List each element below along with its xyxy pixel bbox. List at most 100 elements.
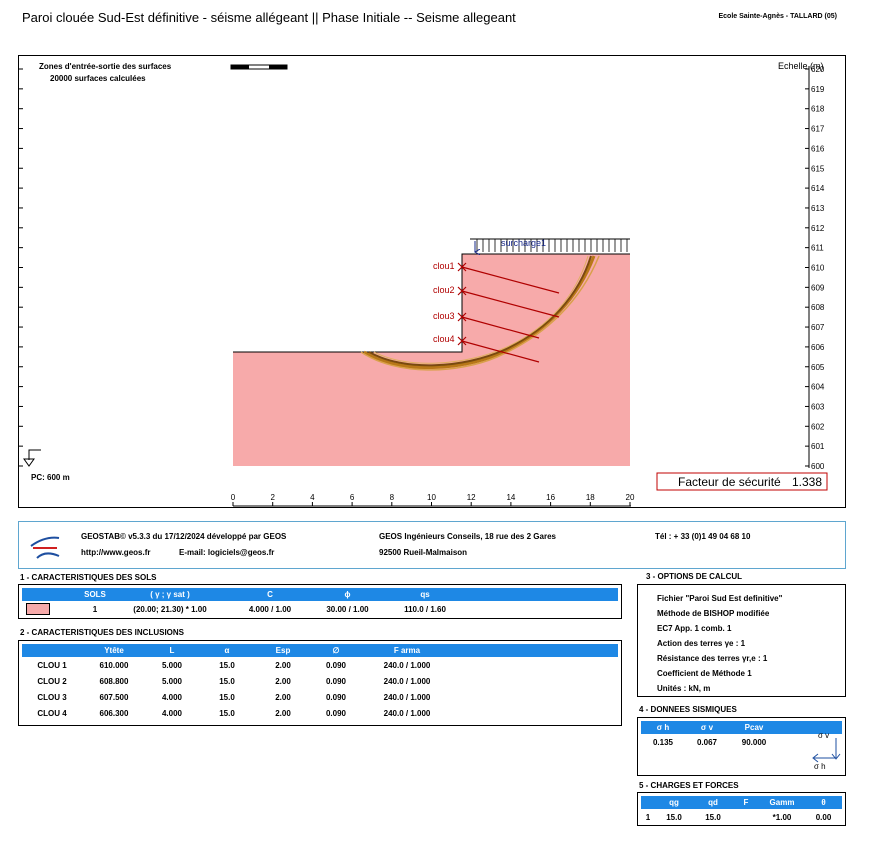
y-tick-label: 618 <box>811 105 825 114</box>
soils-section-title: 1 - CARACTERISTIQUES DES SOLS <box>20 573 157 582</box>
charges-cell: 15.0 <box>666 812 682 822</box>
soil-color-swatch <box>26 603 50 615</box>
charges-cell <box>733 809 759 825</box>
scale-label: Echelle (m) <box>778 61 824 71</box>
software-footer: GEOSTAB© v5.3.3 du 17/12/2024 développé … <box>18 521 846 569</box>
inclusion-cell: 5.000 <box>161 676 183 686</box>
soils-col-header: ϕ <box>310 588 385 601</box>
x-tick-label: 2 <box>270 493 275 502</box>
inclusion-cell: 2.00 <box>275 692 291 702</box>
y-tick-label: 620 <box>811 65 825 74</box>
nail-label-4: clou4 <box>433 334 455 344</box>
options-section-title: 3 - OPTIONS DE CALCUL <box>646 572 743 581</box>
soil-cell: 4.000 / 1.00 <box>248 604 292 614</box>
table-row: 1 (20.00; 21.30) * 1.00 4.000 / 1.00 30.… <box>22 601 618 617</box>
table-row: CLOU 4 606.300 4.000 15.0 2.00 0.090 240.0 / 1… <box>22 705 618 721</box>
left-tick-marks <box>19 68 23 467</box>
inclusion-col-header: Ytête <box>82 644 146 657</box>
inclusion-cell: 2.00 <box>275 660 291 670</box>
option-line: Méthode de BISHOP modifiée <box>657 609 770 618</box>
sigma-v-label: σ v <box>818 731 830 740</box>
inclusion-cell: 15.0 <box>219 692 235 702</box>
elevation-tick-labels: 620 619 618 617 616 615 614 613 612 611 610 609 608 6… <box>805 65 825 471</box>
x-tick-label: 18 <box>586 493 595 502</box>
y-tick-label: 609 <box>811 283 825 292</box>
y-tick-label: 600 <box>811 462 825 471</box>
soils-col-header: ( γ ; γ sat ) <box>110 588 230 601</box>
option-line: Coefficient de Méthode 1 <box>657 669 752 678</box>
inclusion-cell: CLOU 2 <box>37 676 67 686</box>
soil-cell: 30.00 / 1.00 <box>326 604 369 614</box>
safety-factor-label: Facteur de sécurité <box>678 475 781 489</box>
x-tick-label: 0 <box>231 493 236 502</box>
y-tick-label: 602 <box>811 422 825 431</box>
options-box: Fichier "Paroi Sud Est definitive" Méthod… <box>637 584 846 697</box>
seismic-col-header: σ h <box>641 721 685 734</box>
nail-2-line <box>461 290 560 318</box>
y-tick-label: 610 <box>811 264 825 273</box>
inclusion-cell: 240.0 / 1.000 <box>383 692 431 702</box>
x-tick-label: 20 <box>626 493 635 502</box>
charges-col-header: qd <box>693 796 733 809</box>
safety-factor-value: 1.338 <box>792 475 822 489</box>
charges-col-header: qg <box>655 796 693 809</box>
report-title: Paroi clouée Sud-Est définitive - séisme… <box>22 10 516 25</box>
geos-email[interactable]: E-mail: logiciels@geos.fr <box>179 548 275 557</box>
seismic-cell: 90.000 <box>741 737 767 747</box>
charges-section-title: 5 - CHARGES ET FORCES <box>639 781 739 790</box>
geos-url[interactable]: http://www.geos.fr <box>81 548 151 557</box>
y-tick-label: 613 <box>811 204 825 213</box>
y-tick-label: 612 <box>811 224 825 233</box>
seismic-section-title: 4 - DONNEES SISMIQUES <box>639 705 737 714</box>
x-tick-label: 16 <box>546 493 555 502</box>
table-row: CLOU 2 608.800 5.000 15.0 2.00 0.090 240.0 / 1… <box>22 673 618 689</box>
safety-factor-box <box>656 472 828 491</box>
inclusion-cell: 606.300 <box>99 708 129 718</box>
y-tick-label: 614 <box>811 184 825 193</box>
y-tick-label: 616 <box>811 144 825 153</box>
nail-3-line <box>461 316 540 339</box>
charges-cell: 15.0 <box>705 812 721 822</box>
scale-bar <box>230 64 288 70</box>
x-tick-label: 10 <box>427 493 436 502</box>
inclusion-cell: 15.0 <box>219 708 235 718</box>
table-row: 0.135 0.067 90.000 <box>641 734 842 750</box>
school-name: Ecole Sainte-Agnès - TALLARD (05) <box>718 13 838 20</box>
soil-body <box>233 254 630 466</box>
zones-text-2: 20000 surfaces calculées <box>50 74 146 83</box>
x-tick-label: 4 <box>310 493 315 502</box>
slip-surfaces <box>360 255 600 371</box>
option-line: EC7 App. 1 comb. 1 <box>657 624 732 633</box>
option-line: Fichier "Paroi Sud Est definitive" <box>657 594 783 603</box>
y-tick-label: 619 <box>811 85 825 94</box>
inclusion-cell: 0.090 <box>325 660 347 670</box>
soil-cell: 1 <box>92 604 98 614</box>
charges-col-header: θ <box>805 796 842 809</box>
nail-4-line <box>461 340 540 363</box>
slope-drawing: Zones d'entrée-sortie des surfaces 20000… <box>19 61 828 507</box>
soils-col-header: C <box>230 588 310 601</box>
soils-table: SOLS ( γ ; γ sat ) C ϕ qs 1 (20.00; 21.3… <box>22 588 618 617</box>
table-row: CLOU 3 607.500 4.000 15.0 2.00 0.090 240.0 / 1… <box>22 689 618 705</box>
y-tick-label: 607 <box>811 323 825 332</box>
pc-reference-icon <box>23 449 41 467</box>
company-city: 92500 Rueil-Malmaison <box>379 548 468 557</box>
y-tick-label: 611 <box>811 244 824 253</box>
soil-cell: 110.0 / 1.60 <box>404 604 446 614</box>
zones-text-1: Zones d'entrée-sortie des surfaces <box>39 62 172 71</box>
seismic-direction-icon <box>812 738 841 763</box>
soils-table-box: SOLS ( γ ; γ sat ) C ϕ qs 1 (20.00; 21.3… <box>18 584 622 619</box>
product-version: GEOSTAB© v5.3.3 du 17/12/2024 développé … <box>81 532 287 541</box>
inclusion-cell: CLOU 4 <box>37 708 67 718</box>
nail-1-line <box>461 266 560 294</box>
charges-box: qg qd F Gamm θ 1 15.0 15.0 *1.00 0.00 <box>637 792 846 826</box>
y-tick-label: 603 <box>811 402 825 411</box>
inclusion-col-header: ∅ <box>310 644 362 657</box>
y-tick-label: 608 <box>811 303 825 312</box>
y-tick-label: 606 <box>811 343 825 352</box>
option-line: Action des terres γe : 1 <box>657 639 746 648</box>
charges-cell: 1 <box>645 812 651 822</box>
seismic-col-header: σ v <box>685 721 729 734</box>
seismic-cell: 0.067 <box>696 737 718 747</box>
x-tick-label: 8 <box>390 493 395 502</box>
